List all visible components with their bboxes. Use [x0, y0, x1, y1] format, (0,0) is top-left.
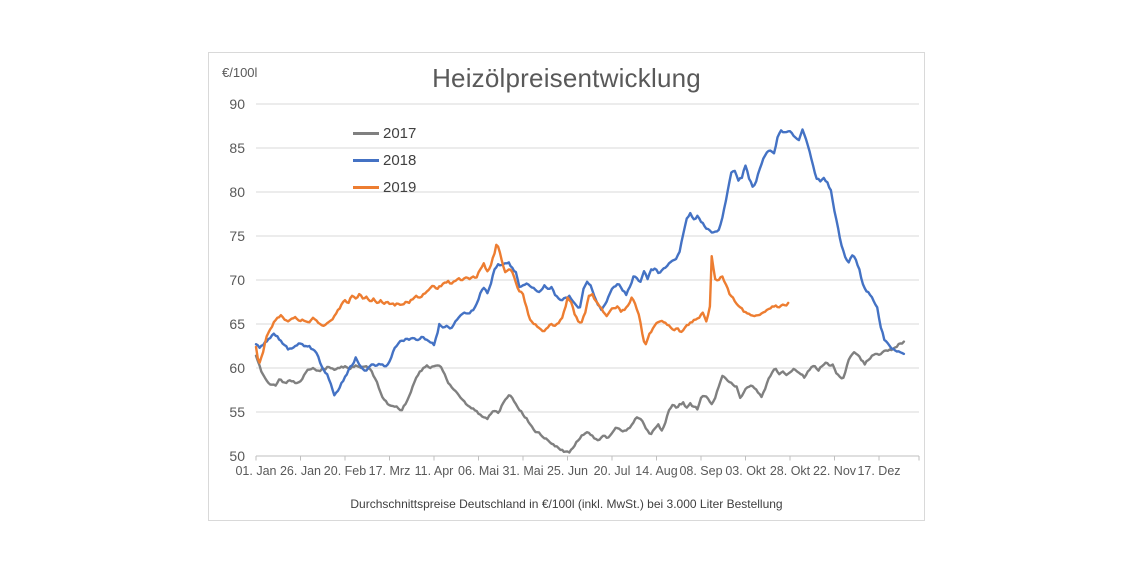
y-tick-label: 50: [229, 448, 245, 464]
series-line-swatch-2018: [353, 159, 379, 162]
y-tick-label: 80: [229, 184, 245, 200]
x-tick-label: 25. Jun: [547, 464, 588, 478]
x-tick-label: 11. Apr: [415, 464, 454, 478]
x-tick-label: 28. Okt: [770, 464, 811, 478]
x-tick-label: 14. Aug: [635, 464, 677, 478]
legend-label-2019: 2019: [383, 179, 417, 196]
x-tick-label: 17. Mrz: [369, 464, 411, 478]
legend: 2017 2018 2019: [353, 120, 416, 201]
y-tick-label: 85: [229, 140, 245, 156]
y-tick-label: 90: [229, 96, 245, 112]
legend-label-2018: 2018: [383, 152, 417, 169]
x-tick-label: 06. Mai: [458, 464, 499, 478]
x-tick-label: 26. Jan: [280, 464, 321, 478]
x-tick-label: 08. Sep: [679, 464, 722, 478]
y-tick-label: 70: [229, 272, 245, 288]
chart-caption: Durchschnittspreise Deutschland in €/100…: [350, 497, 783, 511]
x-tick-label: 20. Jul: [594, 464, 631, 478]
series-line-2019: [254, 243, 790, 364]
x-tick-label: 01. Jan: [235, 464, 276, 478]
series-line-2017: [254, 340, 906, 454]
y-tick-label: 65: [229, 316, 245, 332]
x-tick-label: 20. Feb: [324, 464, 366, 478]
x-tick-label: 17. Dez: [857, 464, 900, 478]
legend-label-2017: 2017: [383, 125, 417, 142]
x-tick-label: 22. Nov: [813, 464, 857, 478]
legend-item-2017: 2017: [353, 120, 416, 147]
series-line-swatch-2019: [353, 186, 379, 189]
legend-item-2018: 2018: [353, 147, 416, 174]
y-tick-label: 75: [229, 228, 245, 244]
y-tick-label: 55: [229, 404, 245, 420]
series-line-2018: [254, 128, 906, 397]
heating-oil-price-chart: €/100l Heizölpreisentwicklung 90 85 80 75 70…: [208, 52, 925, 521]
chart-title: Heizölpreisentwicklung: [432, 63, 701, 93]
x-tick-label: 31. Mai: [503, 464, 544, 478]
series-line-swatch-2017: [353, 132, 379, 135]
y-axis-unit-label: €/100l: [222, 65, 258, 80]
x-tick-label: 03. Okt: [725, 464, 766, 478]
legend-item-2019: 2019: [353, 174, 416, 201]
y-tick-label: 60: [229, 360, 245, 376]
